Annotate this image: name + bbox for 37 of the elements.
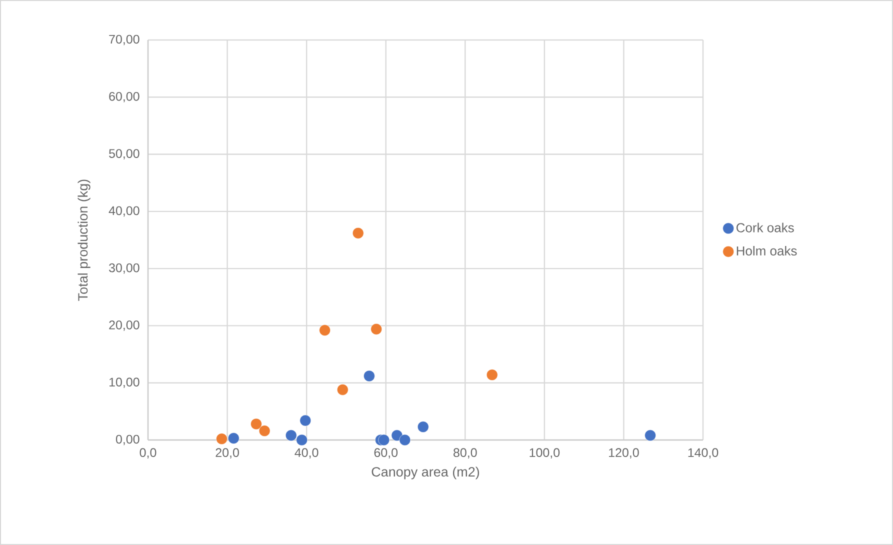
y-tick-label: 20,00	[109, 320, 140, 331]
point	[285, 430, 297, 442]
point	[216, 433, 228, 444]
y-tick-label: 30,00	[109, 263, 140, 274]
x-tick-label: 140,0	[688, 448, 718, 459]
y-tick-label: 50,00	[109, 149, 140, 160]
x-tick-label: 60,0	[374, 448, 398, 459]
point	[370, 323, 382, 335]
point	[352, 227, 364, 239]
y-tick-label: 70,00	[109, 34, 140, 46]
x-tick-label: 20,0	[216, 448, 239, 459]
point	[417, 421, 429, 432]
legend-label: Cork oaks	[736, 222, 794, 232]
point	[399, 434, 411, 446]
point	[258, 425, 270, 436]
point	[300, 414, 312, 426]
x-tick-label: 0,0	[140, 448, 156, 459]
point	[644, 430, 656, 442]
point	[486, 369, 498, 380]
y-axis-title: Total production (kg)	[78, 180, 90, 301]
point	[378, 434, 390, 446]
point	[364, 370, 375, 382]
x-tick-label: 100,0	[530, 448, 560, 459]
x-tick-label: 40,0	[294, 448, 318, 459]
x-axis-title: Canopy area (m2)	[372, 466, 480, 480]
point	[250, 418, 262, 430]
y-tick-label: 0,00	[116, 434, 140, 446]
x-tick-label: 80,0	[454, 448, 477, 459]
y-tick-label: 10,00	[109, 378, 140, 388]
point	[337, 384, 348, 396]
y-tick-label: 60,00	[109, 92, 140, 102]
x-tick-label: 120,0	[609, 448, 639, 459]
y-tick-label: 40,00	[108, 206, 140, 217]
legend-label: Holm oaks	[736, 246, 797, 256]
point	[228, 432, 240, 444]
point	[319, 324, 330, 336]
point	[296, 434, 308, 446]
